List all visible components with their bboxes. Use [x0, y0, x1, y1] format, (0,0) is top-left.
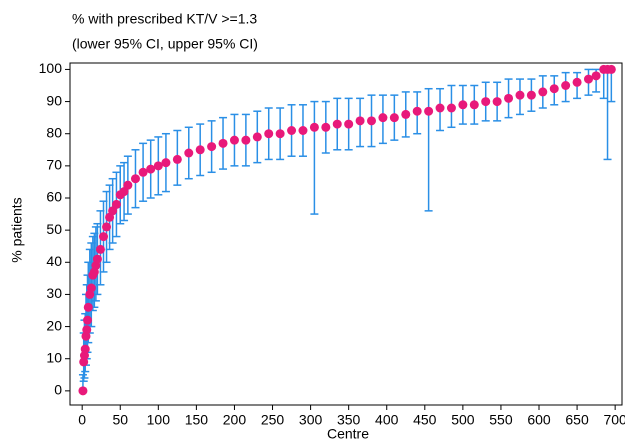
y-tick-label: 70 — [46, 157, 62, 173]
point — [606, 64, 616, 74]
point — [344, 119, 354, 129]
point — [123, 180, 133, 190]
x-tick-label: 100 — [147, 412, 171, 428]
point — [469, 100, 479, 110]
point — [275, 129, 285, 139]
point — [78, 386, 88, 396]
x-tick-label: 300 — [299, 412, 323, 428]
point — [321, 122, 331, 132]
x-tick-label: 600 — [527, 412, 551, 428]
point — [424, 106, 434, 116]
chart-subtitle: (lower 95% CI, upper 95% CI) — [72, 36, 258, 52]
point — [92, 254, 102, 264]
point — [95, 244, 105, 254]
point — [367, 116, 377, 126]
point — [83, 315, 93, 325]
point — [446, 103, 456, 113]
point — [130, 174, 140, 184]
x-tick-label: 0 — [78, 412, 86, 428]
point — [102, 222, 112, 232]
x-tick-label: 150 — [185, 412, 209, 428]
point — [146, 164, 156, 174]
point — [515, 90, 525, 100]
point — [298, 126, 308, 135]
point — [153, 161, 163, 171]
point — [172, 154, 182, 164]
point — [583, 74, 593, 84]
x-tick-label: 350 — [337, 412, 361, 428]
error-bar — [310, 100, 319, 215]
error-bar — [607, 68, 616, 103]
x-tick-label: 700 — [603, 412, 625, 428]
y-tick-label: 100 — [39, 60, 63, 76]
y-tick-label: 30 — [46, 285, 62, 301]
point — [355, 116, 365, 126]
point — [504, 93, 514, 103]
x-tick-label: 200 — [223, 412, 247, 428]
y-tick-label: 60 — [46, 189, 62, 205]
point — [264, 129, 274, 139]
point — [458, 100, 468, 110]
plot-frame — [69, 62, 623, 406]
error-bar — [603, 68, 612, 161]
point — [86, 283, 96, 293]
point — [401, 109, 411, 119]
point — [229, 135, 239, 145]
point — [80, 344, 90, 354]
point — [309, 122, 319, 132]
point — [526, 90, 536, 100]
y-tick-label: 40 — [46, 253, 62, 269]
point — [561, 81, 571, 90]
x-tick-label: 650 — [565, 412, 589, 428]
y-tick-label: 20 — [46, 317, 62, 333]
point — [184, 148, 194, 158]
point — [83, 302, 93, 312]
point — [287, 126, 297, 135]
point — [481, 97, 491, 107]
point — [207, 142, 217, 152]
y-tick-label: 90 — [46, 92, 62, 108]
point — [378, 113, 388, 123]
point — [492, 97, 502, 107]
point — [111, 199, 121, 209]
x-axis-label: Centre — [327, 426, 369, 441]
point — [435, 103, 445, 113]
chart-title: % with prescribed KT/V >=1.3 — [72, 11, 257, 27]
y-tick-label: 80 — [46, 124, 62, 140]
x-tick-label: 50 — [112, 412, 128, 428]
point — [241, 135, 251, 145]
point — [332, 119, 342, 129]
point — [82, 325, 92, 335]
point — [218, 138, 228, 148]
x-tick-label: 450 — [413, 412, 437, 428]
point — [572, 77, 582, 87]
point — [138, 167, 148, 177]
x-tick-label: 550 — [489, 412, 513, 428]
y-tick-label: 0 — [54, 382, 62, 398]
x-tick-label: 500 — [451, 412, 475, 428]
point — [538, 87, 548, 97]
y-tick-label: 50 — [46, 221, 62, 237]
point — [252, 132, 262, 142]
y-axis-label: % patients — [9, 197, 25, 262]
x-tick-label: 400 — [375, 412, 399, 428]
point — [161, 158, 171, 168]
point — [591, 71, 601, 81]
point — [195, 145, 205, 155]
point — [549, 84, 559, 94]
point — [99, 232, 109, 242]
point — [412, 106, 422, 116]
x-tick-label: 250 — [261, 412, 285, 428]
point — [389, 113, 399, 123]
y-tick-label: 10 — [46, 349, 62, 365]
